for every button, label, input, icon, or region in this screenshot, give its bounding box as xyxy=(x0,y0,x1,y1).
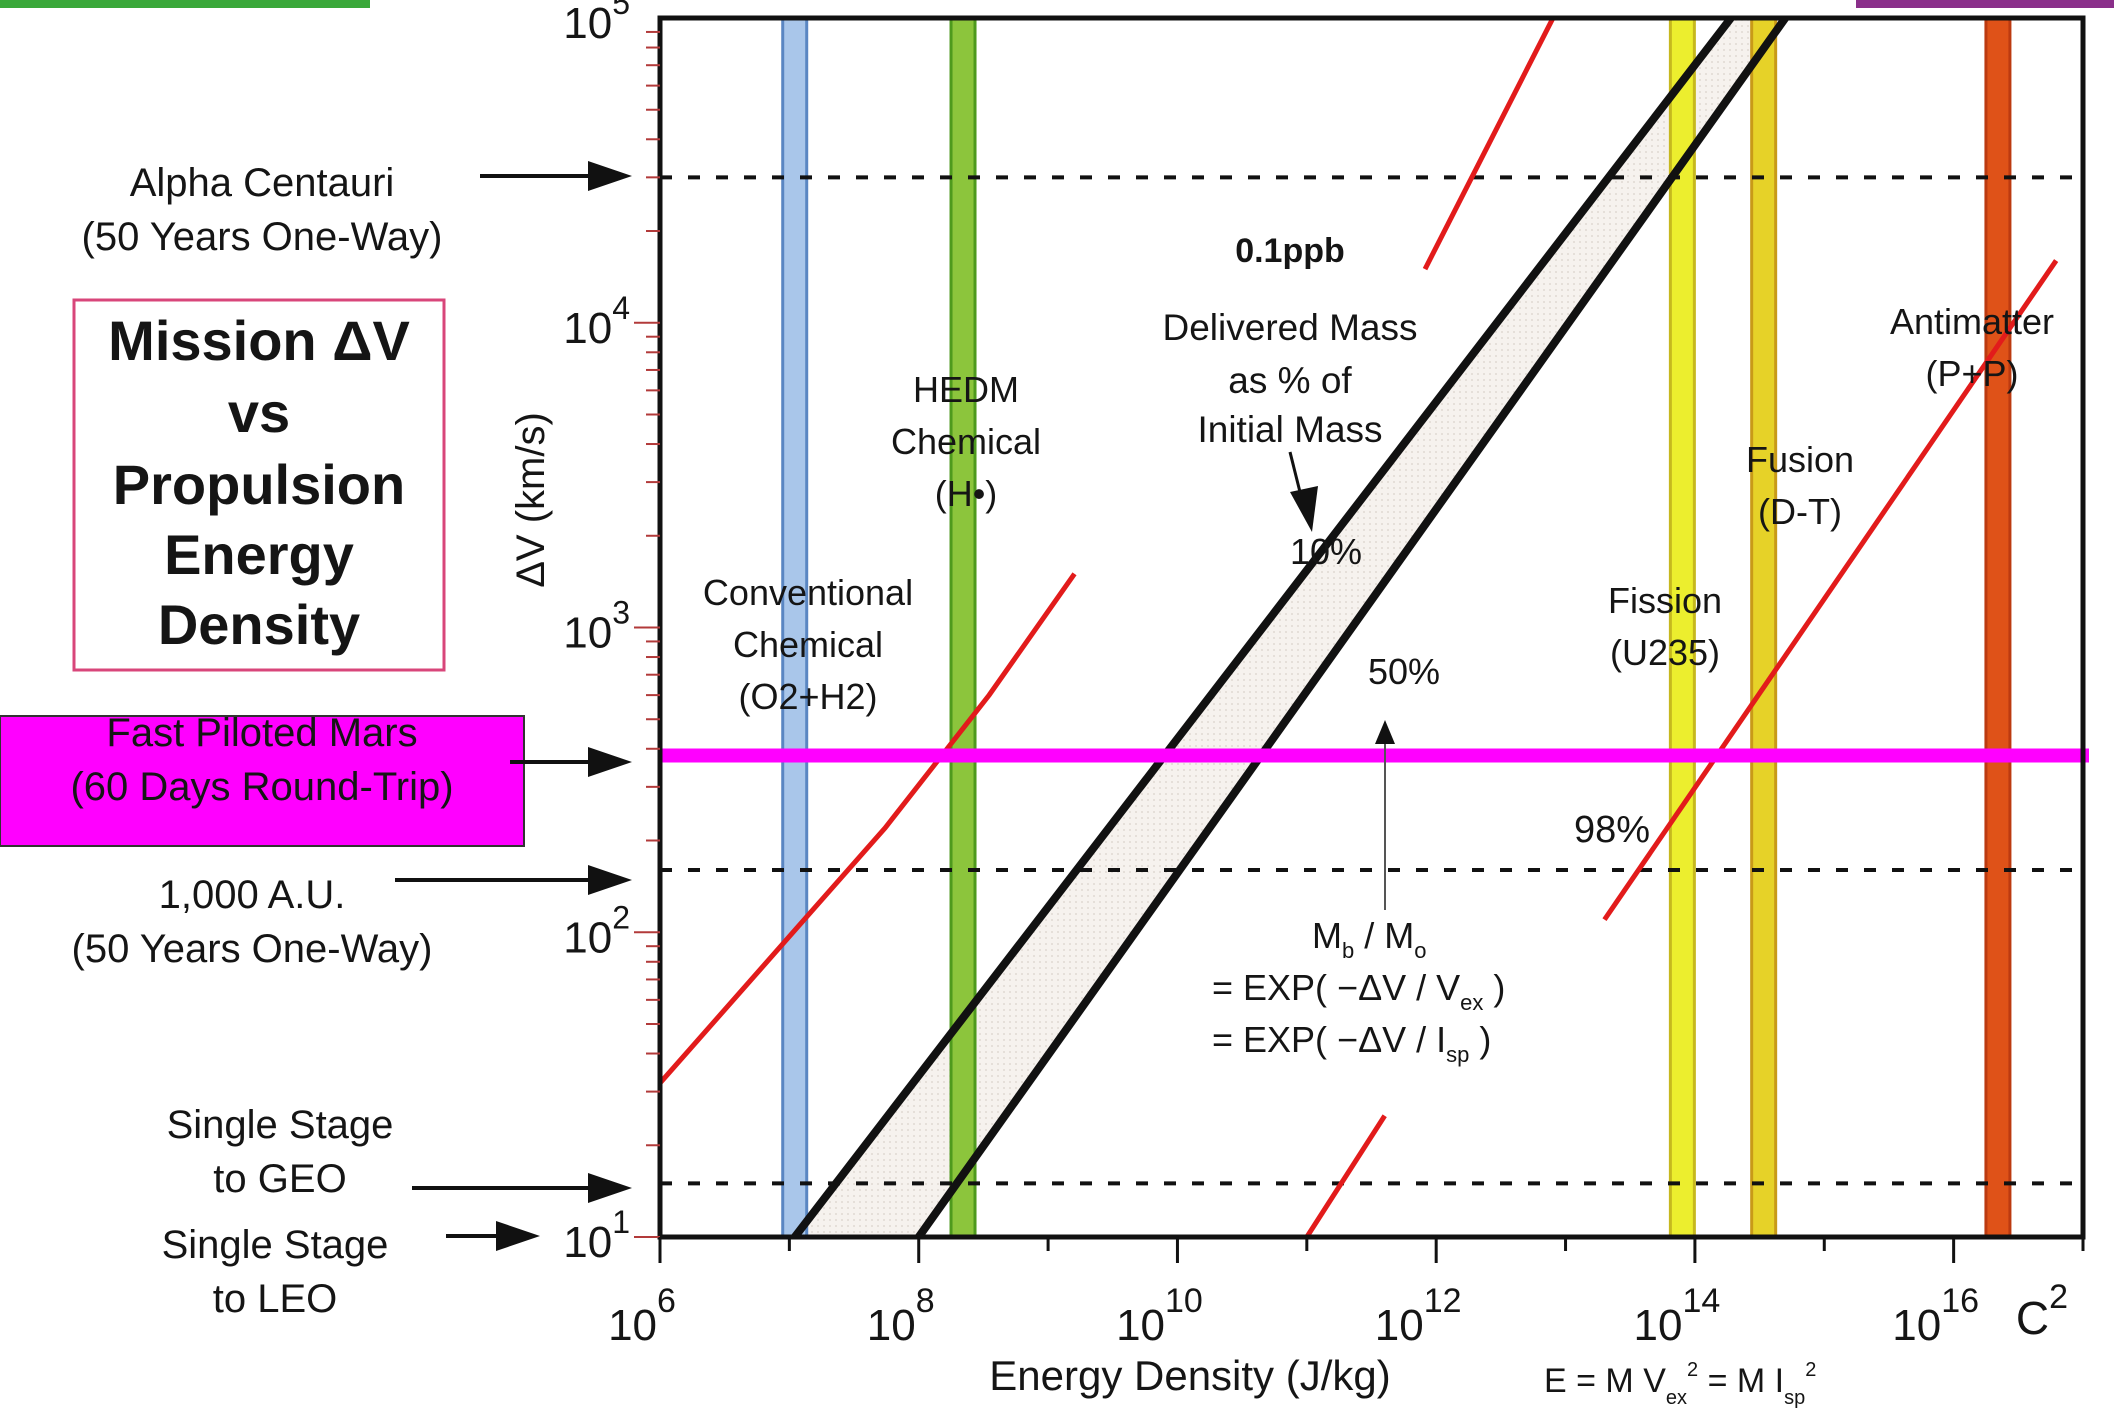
propulsion-band-label-2: Fission xyxy=(1608,580,1722,621)
rocket-eq-pointer-head xyxy=(1375,720,1395,744)
mission-label-1: (60 Days Round-Trip) xyxy=(70,765,453,809)
mission-label-bg xyxy=(0,715,525,847)
y-tick-label: 102 xyxy=(563,899,630,962)
plot-area xyxy=(660,18,2083,1237)
propulsion-band-label-0: Conventional xyxy=(703,572,913,613)
mission-label-2: (50 Years One-Way) xyxy=(72,927,433,971)
delivered-mass-note: Delivered Mass as % of Initial Mass xyxy=(1163,307,1418,450)
series-line-3 xyxy=(1422,18,1556,271)
mission-label-0: Alpha Centauri xyxy=(130,161,395,205)
mission-arrow-head-2 xyxy=(588,865,632,895)
series-label-2: 0.1ppb xyxy=(1235,232,1345,270)
propulsion-band-0 xyxy=(782,18,807,1237)
x-tick-label: 1012 xyxy=(1375,1282,1462,1350)
y-tick-label: 103 xyxy=(563,595,630,658)
axis-ticks xyxy=(634,30,2085,1263)
series-label-0: 10% xyxy=(1290,531,1362,572)
propulsion-band-label-1: (H•) xyxy=(935,473,998,514)
series-line-1 xyxy=(915,18,1789,1237)
mass-ratio-band-area xyxy=(794,18,1786,1237)
propulsion-band-2 xyxy=(1670,18,1695,1237)
propulsion-band-3 xyxy=(1751,18,1776,1237)
mission-arrow-head-4 xyxy=(496,1221,540,1251)
rocket-equation: Mb / Mo = EXP( −ΔV / Vex ) = EXP( −ΔV / … xyxy=(1212,915,1505,1067)
series-label-1: 50% xyxy=(1368,651,1440,692)
mission-arrow-head-3 xyxy=(588,1173,632,1203)
corner-decoration-left xyxy=(0,0,370,8)
energy-formula: E = M Vex2 = M Isp2 xyxy=(1544,1359,1816,1409)
propulsion-band-label-3: (D-T) xyxy=(1758,491,1842,532)
propulsion-band-1 xyxy=(951,18,976,1237)
chart-labels: 106 108 1010 1012 1014 1016 C2 101 102 103 104 105 C… xyxy=(0,0,2068,1350)
series-label-3: 98% xyxy=(1574,809,1650,851)
x-tick-label: 1014 xyxy=(1634,1282,1721,1350)
mission-label-4: Single Stage xyxy=(162,1223,389,1267)
propulsion-band-label-0: (O2+H2) xyxy=(738,676,877,717)
y-tick-label: 101 xyxy=(563,1204,630,1267)
title-line-5: Density xyxy=(158,593,360,656)
x-tick-label: 106 xyxy=(608,1282,676,1350)
title-line-3: Propulsion xyxy=(113,453,405,516)
propulsion-band-label-4: Antimatter xyxy=(1890,301,2054,342)
mission-label-1: Fast Piloted Mars xyxy=(106,711,417,755)
mission-label-3: Single Stage xyxy=(167,1103,394,1147)
y-axis-label: ΔV (km/s) xyxy=(509,412,553,588)
title-box-frame xyxy=(72,298,446,672)
propulsion-band-label-4: (P+P) xyxy=(1925,353,2018,394)
mission-label-0: (50 Years One-Way) xyxy=(82,215,443,259)
mission-label-2: 1,000 A.U. xyxy=(159,873,346,917)
y-tick-label: 104 xyxy=(563,290,630,353)
delivered-mass-line-2: as % of xyxy=(1228,360,1352,401)
rocket-equation-lhs: Mb / Mo xyxy=(1312,915,1427,963)
x-axis-label: Energy Density (J/kg) xyxy=(989,1352,1390,1399)
mission-label-4: to LEO xyxy=(213,1277,338,1321)
y-tick-label: 105 xyxy=(563,0,630,48)
mission-arrow-head-0 xyxy=(588,161,632,191)
mass-ratio-band-fill xyxy=(794,18,1786,1237)
x-tick-label: 1010 xyxy=(1116,1282,1203,1350)
rocket-equation-isp: = EXP( −ΔV / Isp ) xyxy=(1212,1019,1491,1067)
propulsion-band-label-1: HEDM xyxy=(913,369,1019,410)
propulsion-band-label-1: Chemical xyxy=(891,421,1041,462)
x-tick-label: 1016 xyxy=(1892,1282,1979,1350)
title-line-2: vs xyxy=(228,381,290,444)
propulsion-band-label-3: Fusion xyxy=(1746,439,1854,480)
delivered-mass-line-3: Initial Mass xyxy=(1197,409,1382,450)
title-line-4: Energy xyxy=(164,523,354,586)
rocket-equation-vex: = EXP( −ΔV / Vex ) xyxy=(1212,967,1505,1015)
series-line-5 xyxy=(1602,259,2059,922)
propulsion-band-label-2: (U235) xyxy=(1610,632,1720,673)
title-line-1: Mission ΔV xyxy=(108,309,410,372)
x-tick-label: 108 xyxy=(867,1282,935,1350)
x-axis-end-label: C2 xyxy=(2016,1278,2068,1344)
chart-title-box: Mission ΔV vs Propulsion Energy Density xyxy=(72,298,446,672)
propulsion-band-4 xyxy=(1985,18,2010,1237)
delivered-mass-pointer-head xyxy=(1290,486,1318,532)
series-line-0 xyxy=(791,18,1735,1237)
series-line-4 xyxy=(1304,1114,1387,1237)
mission-label-3: to GEO xyxy=(213,1157,346,1201)
delivered-mass-line-1: Delivered Mass xyxy=(1163,307,1418,348)
corner-decoration-right xyxy=(1856,0,2114,8)
mission-arrow-head-1 xyxy=(588,747,632,777)
propulsion-band-label-0: Chemical xyxy=(733,624,883,665)
